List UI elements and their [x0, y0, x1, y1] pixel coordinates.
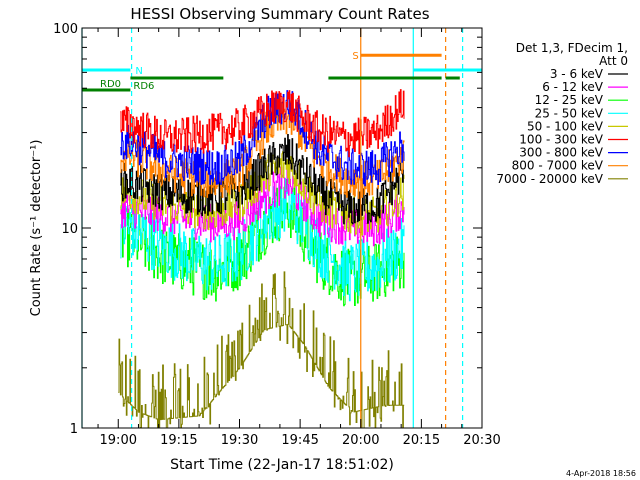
plot-area: N S RD0 RD6 1 10 100 19:00 19:15 19:30 19:45 20:00 2…	[53, 22, 501, 448]
y-tick-label: 100	[53, 22, 78, 37]
y-tick-label: 1	[70, 422, 78, 437]
flag-rd6-label: RD6	[133, 81, 154, 92]
footer-date: 4-Apr-2018 18:56	[566, 469, 636, 478]
y-axis-label: Count Rate (s⁻¹ detector⁻¹)	[29, 140, 44, 317]
series-12-25keV	[120, 179, 405, 307]
legend-label: 50 - 100 keV	[527, 119, 604, 133]
legend-label: 12 - 25 keV	[535, 93, 604, 107]
legend-label: 100 - 300 keV	[519, 133, 603, 147]
x-tick-label: 19:00	[100, 433, 137, 448]
legend-header: Det 1,3, FDecim 1,	[516, 41, 628, 55]
series-6-12keV	[120, 163, 405, 247]
series-line	[120, 90, 405, 187]
series-line	[120, 89, 405, 158]
series-line	[120, 163, 405, 247]
legend-label: 7000 - 20000 keV	[496, 172, 603, 186]
x-tick-label: 20:30	[463, 433, 500, 448]
flag-s-label: S	[352, 51, 358, 62]
x-axis-label: Start Time (22-Jan-17 18:51:02)	[170, 457, 394, 473]
chart-title: HESSI Observing Summary Count Rates	[130, 5, 429, 23]
series-line	[120, 174, 405, 302]
series-7000-20000keV	[118, 271, 405, 428]
flag-rd0-label: RD0	[100, 79, 121, 90]
legend-label: 6 - 12 keV	[542, 80, 604, 94]
x-tick-label: 19:45	[281, 433, 318, 448]
x-tick-label: 19:15	[160, 433, 197, 448]
y-tick-label: 10	[61, 222, 78, 237]
x-tick-label: 19:30	[221, 433, 258, 448]
flag-n-label: N	[135, 66, 142, 77]
legend-label: 3 - 6 keV	[550, 67, 604, 81]
series-300-800keV	[120, 90, 405, 187]
series-25-50keV	[120, 174, 405, 302]
x-tick-label: 20:00	[342, 433, 379, 448]
series-3-6keV	[120, 134, 405, 225]
legend-label: 800 - 7000 keV	[512, 159, 604, 173]
legend-label: 300 - 800 keV	[519, 146, 603, 160]
series-line	[118, 271, 405, 428]
series-line	[120, 179, 405, 307]
legend-label: 25 - 50 keV	[535, 106, 604, 120]
x-tick-label: 20:15	[403, 433, 440, 448]
series-line	[120, 134, 405, 225]
series-100-300keV	[120, 89, 405, 158]
legend-header: Att 0	[599, 54, 628, 68]
